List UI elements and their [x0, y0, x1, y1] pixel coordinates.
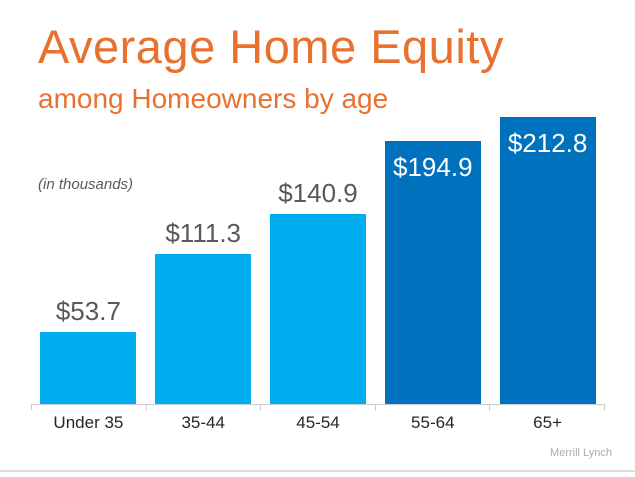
axis-tick-cell — [32, 405, 147, 411]
bar-35-44 — [155, 254, 252, 404]
category-label-under-35: Under 35 — [53, 413, 124, 432]
plot-cell-65plus: $212.8 — [490, 114, 605, 404]
axis-tick-cell — [490, 405, 605, 411]
source-attribution: Merrill Lynch — [550, 447, 612, 459]
value-label-45-54: $140.9 — [278, 178, 358, 208]
chart-title: Average Home Equity — [38, 20, 504, 73]
x-axis-line — [31, 404, 605, 411]
bar-45-54 — [269, 214, 366, 404]
plot-cell-45-54: $140.9 — [261, 114, 376, 404]
plot-cell-35-44: $111.3 — [146, 114, 261, 404]
units-note: (in thousands) — [38, 176, 134, 193]
category-label-65plus: 65+ — [533, 413, 562, 432]
value-label-under-35: $53.7 — [55, 296, 121, 326]
category-label-35-44: 35-44 — [181, 413, 225, 432]
value-label-35-44: $111.3 — [165, 218, 242, 248]
value-label-65plus: $212.8 — [507, 128, 588, 158]
plot-cell-55-64: $194.9 — [375, 114, 490, 404]
bar-55-64 — [384, 141, 481, 404]
bottom-divider — [0, 470, 635, 472]
chart-subtitle: among Homeowners by age — [38, 83, 389, 114]
x-axis-labels: Under 35 35-44 45-54 55-64 65+ — [31, 413, 605, 433]
axis-tick-cell — [376, 405, 491, 411]
category-label-55-64: 55-64 — [411, 413, 455, 432]
bar-plot-area: $53.7 $111.3 $140.9 $194.9 $212.8 — [31, 114, 605, 404]
axis-tick-cell — [147, 405, 262, 411]
plot-cell-under-35: $53.7 — [31, 114, 146, 404]
axis-tick-cell — [261, 405, 376, 411]
category-label-45-54: 45-54 — [296, 413, 340, 432]
bar-65plus — [499, 117, 596, 404]
bar-under-35 — [40, 332, 137, 404]
value-label-55-64: $194.9 — [393, 152, 473, 182]
